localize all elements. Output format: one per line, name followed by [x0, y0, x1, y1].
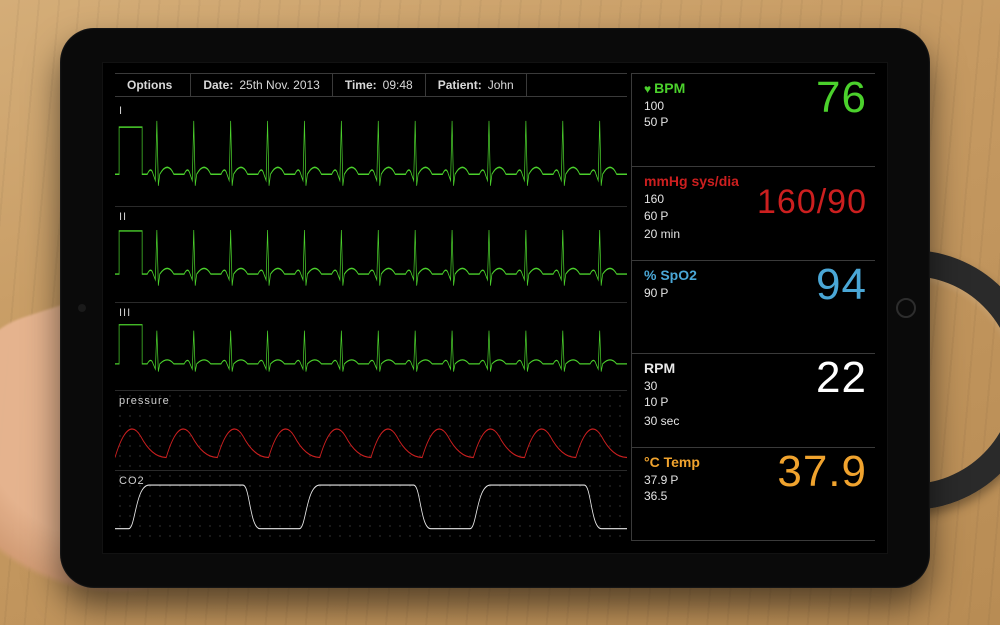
- ecg-lead-1-trace: [115, 101, 627, 206]
- spo2-panel: % SpO2 90P 94: [632, 260, 875, 353]
- pressure-trace: [115, 391, 627, 469]
- rpm-interval: 30 sec: [644, 413, 867, 429]
- tablet-camera: [78, 304, 86, 312]
- rpm-value: 22: [816, 356, 867, 400]
- date-value: 25th Nov. 2013: [239, 78, 320, 92]
- ecg-lead-2-trace: [115, 207, 627, 303]
- time-cell: Time: 09:48: [333, 74, 426, 96]
- date-label: Date:: [203, 78, 233, 92]
- co2-lead: CO2: [115, 471, 627, 541]
- patient-cell: Patient: John: [426, 74, 527, 96]
- bp-value: 160/90: [757, 185, 867, 219]
- options-label: Options: [127, 78, 172, 92]
- ecg-lead-2: II: [115, 207, 627, 304]
- time-label: Time:: [345, 78, 377, 92]
- temp-value: 37.9: [777, 450, 867, 494]
- tablet-device: Options Date: 25th Nov. 2013 Time: 09:48…: [60, 28, 930, 588]
- bp-panel: mmHg sys/dia 160 60P 20 min 160/90: [632, 166, 875, 259]
- ecg-lead-3-trace: [115, 303, 627, 390]
- patient-value: John: [488, 78, 514, 92]
- heart-icon: ♥: [644, 82, 651, 96]
- spo2-value: 94: [816, 263, 867, 307]
- bpm-value: 76: [816, 76, 867, 120]
- rpm-panel: RPM 30 10P 30 sec 22: [632, 353, 875, 446]
- pressure-lead: pressure: [115, 391, 627, 470]
- date-cell: Date: 25th Nov. 2013: [191, 74, 333, 96]
- ecg-lead-1: I: [115, 101, 627, 207]
- bp-interval: 20 min: [644, 226, 867, 242]
- bpm-panel: ♥BPM 100 50P 76: [632, 73, 875, 166]
- patient-label: Patient:: [438, 78, 482, 92]
- temp-panel: °C Temp 37.9P 36.5 37.9: [632, 447, 875, 541]
- tablet-home-button[interactable]: [896, 298, 916, 318]
- time-value: 09:48: [383, 78, 413, 92]
- vitals-panels: ♥BPM 100 50P 76 mmHg sys/dia 160 60P 20 …: [631, 73, 875, 541]
- ecg-lead-3: III: [115, 303, 627, 391]
- options-menu[interactable]: Options: [115, 74, 191, 96]
- monitor-screen: Options Date: 25th Nov. 2013 Time: 09:48…: [102, 62, 888, 554]
- top-info-bar: Options Date: 25th Nov. 2013 Time: 09:48…: [115, 73, 627, 97]
- waveform-area: I II III pressure CO2: [115, 101, 627, 541]
- co2-trace: [115, 471, 627, 541]
